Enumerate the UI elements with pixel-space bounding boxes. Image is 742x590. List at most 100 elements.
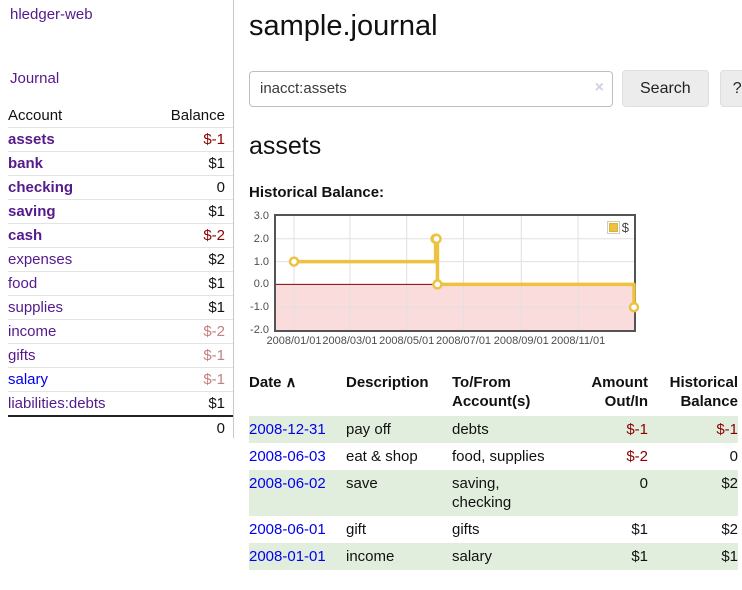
transaction-description: save (346, 475, 378, 492)
transaction-row: 2008-06-01 gift gifts $1 $2 (249, 516, 738, 543)
account-link-food[interactable]: food (8, 275, 38, 292)
page-title: sample.journal (249, 10, 438, 42)
account-link-saving[interactable]: saving (8, 203, 56, 220)
accounts-header-account: Account (8, 107, 63, 124)
account-balance: $1 (145, 295, 233, 320)
account-row: cash $-2 (8, 223, 233, 248)
accounts-table: Account Balance assets $-1 bank $1 checking 0… (8, 104, 233, 440)
account-balance: $2 (145, 247, 233, 272)
account-balance: $-1 (145, 367, 233, 392)
account-link-gifts[interactable]: gifts (8, 347, 36, 364)
account-row: salary $-1 (8, 367, 233, 392)
transaction-description: gift (346, 521, 367, 538)
account-balance: $1 (145, 391, 233, 416)
account-row: assets $-1 (8, 127, 233, 152)
transaction-balance: $2 (721, 521, 738, 538)
legend-label: $ (621, 220, 629, 235)
transaction-accounts: gifts (452, 521, 480, 538)
chart-plot-area: $ (274, 214, 640, 332)
transaction-balance: $1 (721, 548, 738, 565)
account-link-supplies[interactable]: supplies (8, 299, 64, 316)
account-link-liabilities-debts[interactable]: liabilities:debts (8, 395, 106, 412)
transaction-row: 2008-01-01 income salary $1 $1 (249, 543, 738, 570)
transaction-balance: $2 (721, 475, 738, 492)
y-tick-label: 3.0 (253, 210, 269, 222)
x-tick-label: 2008/07/01 (436, 335, 492, 347)
transaction-date-link[interactable]: 2008-06-03 (249, 448, 326, 465)
column-header-balance: Historical Balance (669, 374, 738, 410)
transaction-description: income (346, 548, 395, 565)
app-title-link[interactable]: hledger-web (10, 6, 93, 23)
transaction-date-link[interactable]: 2008-12-31 (249, 421, 326, 438)
search-button[interactable]: Search (622, 70, 709, 107)
column-header-tofrom: To/From Account(s) (452, 374, 531, 410)
transaction-row: 2008-06-03 eat & shop food, supplies $-2 0 (249, 443, 738, 470)
help-button[interactable]: ? (719, 70, 742, 107)
account-balance: $1 (145, 271, 233, 296)
column-header-date[interactable]: Date ∧ (249, 374, 297, 391)
search-bar: × Search ? (249, 70, 742, 107)
accounts-total-value: 0 (145, 415, 233, 440)
transaction-date-link[interactable]: 2008-06-01 (249, 521, 326, 538)
y-tick-label: 2.0 (253, 232, 269, 245)
sort-ascending-icon: ∧ (285, 374, 297, 391)
account-row: checking 0 (8, 175, 233, 200)
chart-legend: $ (605, 220, 630, 235)
sidebar: hledger-web Journal Account Balance asse… (0, 0, 234, 440)
x-tick-label: 2008/11/01 (550, 335, 606, 347)
account-balance: $-2 (145, 223, 233, 248)
chart-title: Historical Balance: (249, 184, 385, 201)
account-balance: $1 (145, 199, 233, 224)
x-tick-label: 2008/01/01 (266, 335, 322, 347)
account-heading: assets (249, 132, 322, 160)
x-tick-label: 2008/03/01 (322, 335, 378, 347)
transaction-balance: 0 (729, 448, 738, 465)
transaction-row: 2008-06-02 save saving, checking 0 $2 (249, 470, 738, 516)
account-link-checking[interactable]: checking (8, 179, 74, 196)
accounts-total-row: 0 (8, 415, 233, 440)
search-input[interactable] (249, 70, 613, 107)
account-balance: 0 (145, 175, 233, 200)
transaction-amount: $1 (631, 548, 648, 565)
column-header-amount: Amount Out/In (591, 374, 648, 410)
accounts-header-balance: Balance (170, 107, 225, 124)
account-balance: $1 (145, 151, 233, 176)
transaction-date-link[interactable]: 2008-06-02 (249, 475, 326, 492)
x-tick-label: 2008/05/01 (379, 335, 435, 347)
historical-balance-chart: 3.0 2.0 1.0 0.0 -1.0 -2.0 $ 2008/01/01 2008/03… (249, 210, 661, 350)
accounts-total-spacer (8, 415, 146, 440)
account-row: bank $1 (8, 151, 233, 176)
account-row: expenses $2 (8, 247, 233, 272)
transaction-accounts: saving, checking (452, 475, 512, 511)
y-tick-label: -1.0 (250, 301, 269, 314)
account-link-assets[interactable]: assets (8, 131, 55, 148)
register-table: Date ∧ Description To/From Account(s) Amo… (249, 370, 738, 570)
account-row: liabilities:debts $1 (8, 391, 233, 416)
transaction-date-link[interactable]: 2008-01-01 (249, 548, 326, 565)
y-tick-label: -2.0 (250, 324, 269, 336)
chart-x-axis: 2008/01/01 2008/03/01 2008/05/01 2008/07/01… (266, 335, 636, 350)
account-row: food $1 (8, 271, 233, 296)
account-row: income $-2 (8, 319, 233, 344)
account-link-bank[interactable]: bank (8, 155, 44, 172)
sidebar-item-journal[interactable]: Journal (10, 70, 60, 87)
account-balance: $-1 (145, 343, 233, 368)
account-link-salary[interactable]: salary (8, 371, 49, 388)
main-content: sample.journal × Search ? assets Histori… (234, 0, 742, 590)
account-balance: $-2 (145, 319, 233, 344)
account-link-cash[interactable]: cash (8, 227, 43, 244)
transaction-accounts: salary (452, 548, 493, 565)
register-header-row: Date ∧ Description To/From Account(s) Amo… (249, 370, 738, 416)
y-tick-label: 1.0 (253, 255, 269, 268)
transaction-accounts: food, supplies (452, 448, 545, 465)
clear-search-icon[interactable]: × (594, 78, 604, 96)
transaction-amount: $-2 (626, 448, 648, 465)
accounts-header-row: Account Balance (8, 104, 233, 128)
transaction-description: pay off (346, 421, 391, 438)
account-link-income[interactable]: income (8, 323, 57, 340)
legend-swatch-icon (606, 221, 620, 234)
account-row: gifts $-1 (8, 343, 233, 368)
transaction-amount: $-1 (626, 421, 648, 438)
account-link-expenses[interactable]: expenses (8, 251, 73, 268)
account-row: saving $1 (8, 199, 233, 224)
